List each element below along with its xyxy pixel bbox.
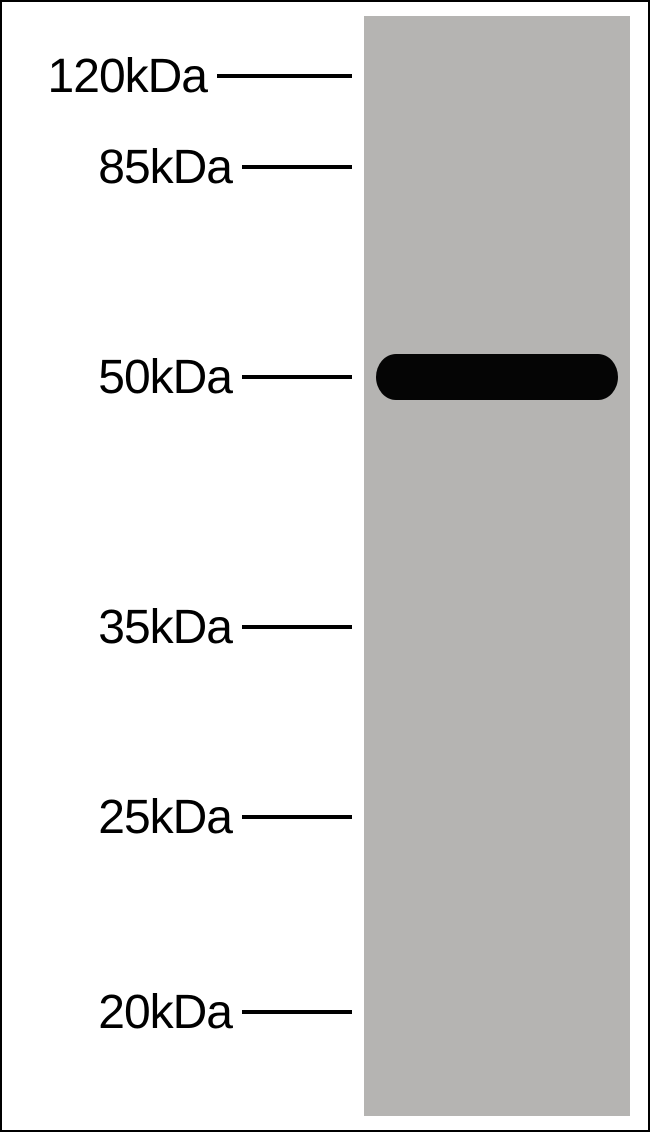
marker-tick (242, 625, 352, 629)
marker-tick (242, 375, 352, 379)
marker-row-20kDa: 20kDa (2, 988, 352, 1036)
marker-row-50kDa: 50kDa (2, 353, 352, 401)
marker-label: 120kDa (48, 49, 217, 104)
marker-label: 20kDa (98, 985, 242, 1040)
marker-label: 85kDa (98, 140, 242, 195)
marker-tick (217, 74, 352, 78)
blot-figure: 120kDa 85kDa 50kDa 35kDa 25kDa 20kDa (0, 0, 650, 1132)
marker-tick (242, 1010, 352, 1014)
marker-label: 25kDa (98, 790, 242, 845)
marker-tick (242, 815, 352, 819)
marker-row-35kDa: 35kDa (2, 603, 352, 651)
marker-label: 50kDa (98, 350, 242, 405)
gel-lane (364, 16, 630, 1116)
marker-row-85kDa: 85kDa (2, 143, 352, 191)
marker-tick (242, 165, 352, 169)
marker-row-25kDa: 25kDa (2, 793, 352, 841)
marker-row-120kDa: 120kDa (2, 52, 352, 100)
band-0 (376, 354, 618, 400)
marker-label: 35kDa (98, 600, 242, 655)
